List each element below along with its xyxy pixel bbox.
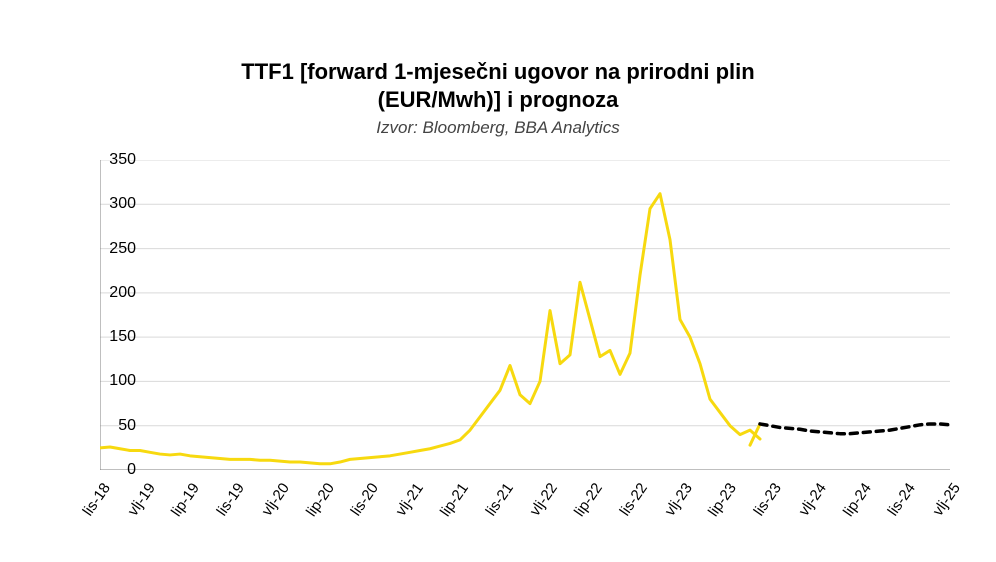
x-tick-label: vlj-20 <box>258 480 292 519</box>
x-tick-label: vlj-24 <box>795 480 829 519</box>
x-tick-label: vlj-23 <box>661 480 695 519</box>
x-tick-label: vlj-21 <box>393 480 427 519</box>
x-tick-label: lis-21 <box>482 480 516 519</box>
chart-title-line1: TTF1 [forward 1-mjesečni ugovor na priro… <box>241 59 754 84</box>
y-tick-label: 350 <box>96 151 136 169</box>
y-tick-label: 150 <box>96 328 136 346</box>
x-tick-label: vlj-19 <box>124 480 158 519</box>
y-tick-label: 0 <box>96 461 136 479</box>
chart-title-line2: (EUR/Mwh)] i prognoza <box>378 87 619 112</box>
chart-subtitle: Izvor: Bloomberg, BBA Analytics <box>0 118 996 138</box>
x-tick-label: lip-21 <box>437 480 472 520</box>
x-tick-label: lip-24 <box>839 480 874 520</box>
x-tick-label: lis-22 <box>616 480 650 519</box>
x-tick-label: vlj-22 <box>527 480 561 519</box>
x-tick-label: lip-23 <box>705 480 740 520</box>
plot-area <box>100 160 950 470</box>
x-tick-label: lip-19 <box>168 480 203 520</box>
y-tick-label: 300 <box>96 195 136 213</box>
x-tick-label: lis-23 <box>750 480 784 519</box>
x-tick-label: vlj-25 <box>929 480 963 519</box>
x-tick-label: lis-24 <box>885 480 919 519</box>
x-tick-label: lip-22 <box>571 480 606 520</box>
y-tick-label: 50 <box>96 417 136 435</box>
x-tick-label: lis-20 <box>348 480 382 519</box>
chart-container: TTF1 [forward 1-mjesečni ugovor na priro… <box>0 0 996 562</box>
y-tick-label: 200 <box>96 284 136 302</box>
y-tick-label: 250 <box>96 240 136 258</box>
chart-svg <box>100 160 950 470</box>
x-tick-label: lis-19 <box>214 480 248 519</box>
x-tick-label: lis-18 <box>79 480 113 519</box>
x-tick-label: lip-20 <box>303 480 338 520</box>
y-tick-label: 100 <box>96 372 136 390</box>
chart-title: TTF1 [forward 1-mjesečni ugovor na priro… <box>0 58 996 113</box>
